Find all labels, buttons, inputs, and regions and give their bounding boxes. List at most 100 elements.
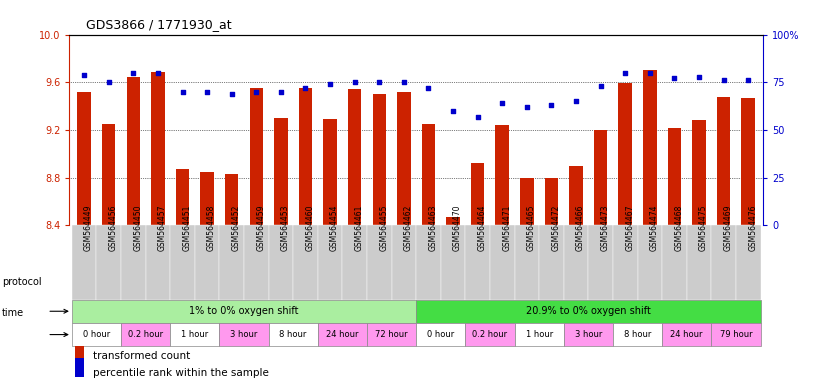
Text: 1 hour: 1 hour (181, 330, 208, 339)
Bar (667, 127, 681, 225)
Text: 0 hour: 0 hour (427, 330, 455, 339)
Point (742, 77, 755, 83)
Bar (570, 166, 583, 225)
Text: GSM564449: GSM564449 (84, 204, 93, 251)
Bar (126, 78, 140, 225)
Text: 8 hour: 8 hour (280, 330, 307, 339)
Bar (268, 225, 293, 300)
Point (373, 79, 386, 85)
Point (693, 73, 706, 79)
Text: GSM564450: GSM564450 (133, 204, 142, 251)
Bar (613, 225, 637, 300)
Bar (637, 225, 662, 300)
Bar (195, 225, 220, 300)
Bar (72, 225, 96, 300)
Bar (564, 323, 613, 346)
Point (324, 81, 337, 87)
Bar (171, 225, 195, 300)
Bar (299, 88, 313, 225)
Text: transformed count: transformed count (93, 351, 190, 361)
Bar (201, 172, 214, 225)
Bar (102, 124, 116, 225)
Point (176, 89, 189, 95)
Bar (564, 225, 588, 300)
Bar (712, 225, 736, 300)
Bar (145, 225, 171, 300)
Point (521, 104, 534, 110)
Bar (619, 83, 632, 225)
Point (299, 85, 312, 91)
Bar (74, 341, 84, 361)
Bar (742, 98, 755, 225)
Text: 0 hour: 0 hour (82, 330, 110, 339)
Bar (716, 97, 730, 225)
Bar (471, 163, 485, 225)
Text: time: time (2, 308, 24, 318)
Bar (736, 225, 761, 300)
Point (225, 91, 238, 97)
Point (545, 102, 558, 108)
Text: GSM564462: GSM564462 (404, 204, 413, 251)
Point (126, 70, 140, 76)
Text: protocol: protocol (2, 277, 42, 287)
Bar (416, 323, 465, 346)
Bar (293, 225, 317, 300)
Bar (520, 178, 534, 225)
Point (643, 70, 656, 76)
Bar (692, 121, 706, 225)
Text: GSM564453: GSM564453 (281, 204, 290, 251)
Bar (72, 323, 121, 346)
Text: GSM564451: GSM564451 (183, 204, 192, 251)
Bar (244, 225, 268, 300)
Point (274, 89, 287, 95)
Bar (515, 225, 539, 300)
Point (250, 89, 263, 95)
Text: GSM564476: GSM564476 (748, 204, 757, 251)
Bar (268, 323, 317, 346)
Text: GSM564459: GSM564459 (256, 204, 265, 251)
Point (667, 75, 681, 81)
Bar (515, 323, 564, 346)
Bar (392, 225, 416, 300)
Bar (175, 169, 189, 225)
Bar (121, 225, 145, 300)
Bar (367, 225, 392, 300)
Text: 24 hour: 24 hour (671, 330, 703, 339)
Text: GSM564458: GSM564458 (207, 204, 216, 251)
Bar (220, 225, 244, 300)
Point (201, 89, 214, 95)
Bar (323, 119, 337, 225)
Bar (441, 225, 465, 300)
Text: 3 hour: 3 hour (574, 330, 602, 339)
Bar (446, 217, 460, 225)
Text: GSM564465: GSM564465 (527, 204, 536, 251)
Bar (74, 358, 84, 377)
Bar (372, 94, 386, 225)
Text: GSM564460: GSM564460 (305, 204, 314, 251)
Point (152, 70, 165, 76)
Bar (588, 225, 613, 300)
Bar (490, 225, 515, 300)
Bar (712, 323, 761, 346)
Bar (594, 130, 607, 225)
Text: GSM564472: GSM564472 (552, 204, 561, 251)
Text: GDS3866 / 1771930_at: GDS3866 / 1771930_at (86, 18, 231, 31)
Text: GSM564463: GSM564463 (428, 204, 437, 251)
Text: 8 hour: 8 hour (624, 330, 651, 339)
Bar (367, 323, 416, 346)
Bar (687, 225, 712, 300)
Point (619, 70, 632, 76)
Text: GSM564456: GSM564456 (109, 204, 118, 251)
Text: GSM564475: GSM564475 (699, 204, 708, 251)
Text: 24 hour: 24 hour (326, 330, 358, 339)
Bar (643, 70, 657, 225)
Point (446, 108, 459, 114)
Text: 1% to 0% oxygen shift: 1% to 0% oxygen shift (189, 306, 299, 316)
Point (422, 85, 435, 91)
Point (102, 79, 115, 85)
Bar (274, 118, 288, 225)
Text: GSM564466: GSM564466 (576, 204, 585, 251)
Point (570, 98, 583, 104)
Text: GSM564469: GSM564469 (724, 204, 733, 251)
Bar (397, 92, 410, 225)
